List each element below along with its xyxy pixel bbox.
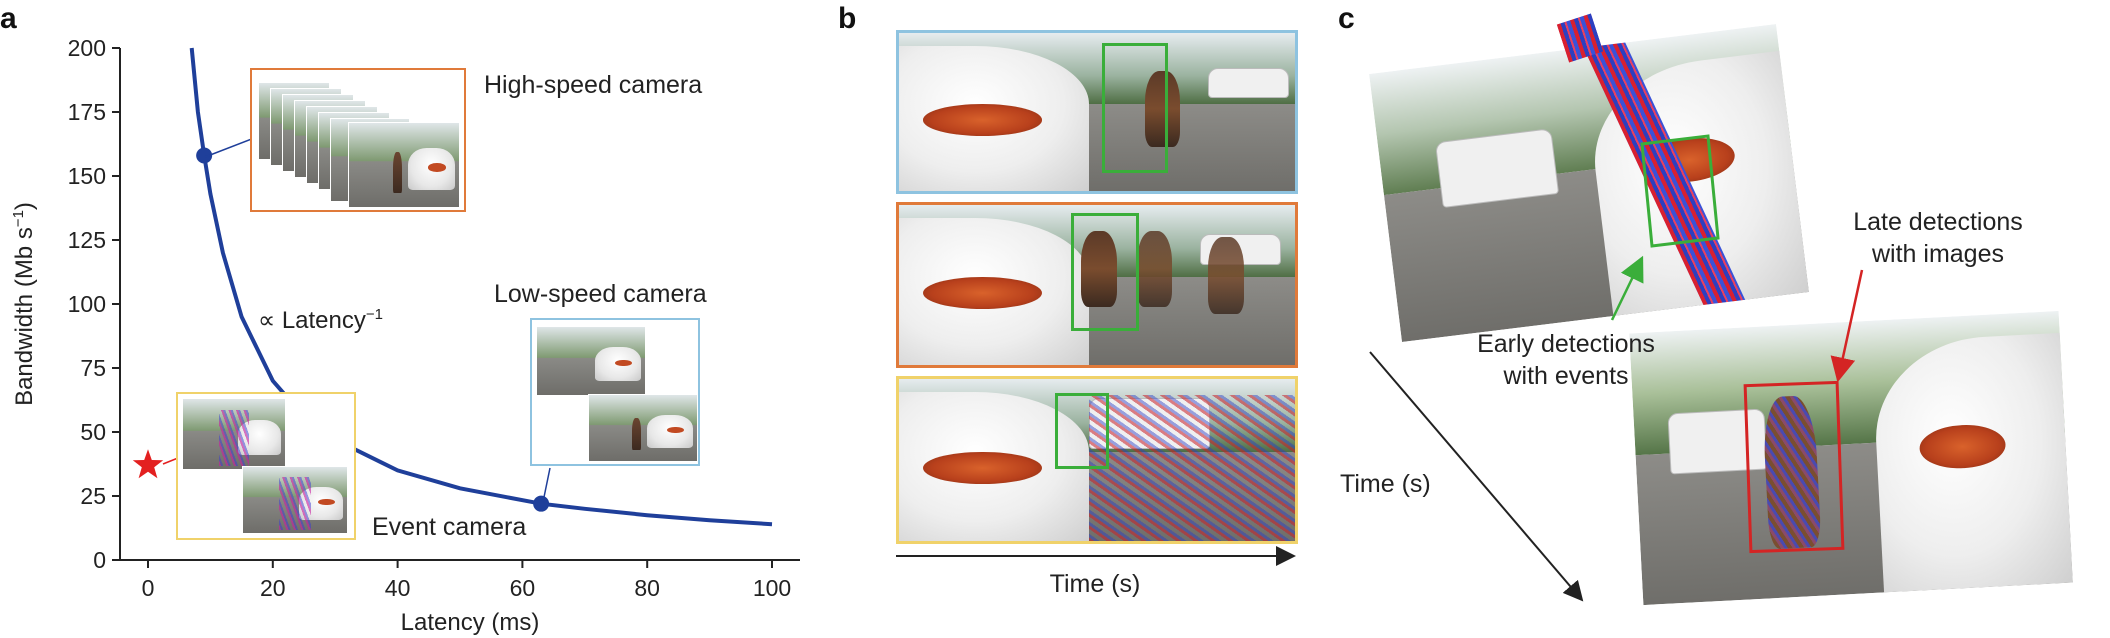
- x-tick-label: 100: [753, 575, 791, 601]
- late-pointer-arrow: [1830, 269, 1864, 383]
- y-tick-label: 75: [80, 355, 106, 381]
- data-point-marker: [196, 147, 213, 164]
- y-tick-label: 200: [68, 35, 106, 61]
- detection-box: [1071, 213, 1139, 331]
- bandwidth-latency-chart: 0 25 50 75 100 125 150 175 200 0 20 40 60 80 100 Late…: [10, 35, 800, 636]
- curve-label: ∝ Latency−1: [258, 306, 383, 334]
- frame-low-speed: [896, 30, 1298, 194]
- panel-c-overlay: Early detections with events Late detect…: [1340, 134, 2023, 602]
- x-tick-label: 20: [260, 575, 286, 601]
- early-pointer-arrow: [1610, 255, 1644, 321]
- y-tick-label: 100: [68, 291, 106, 317]
- event-camera-label: Event camera: [372, 513, 526, 541]
- low-speed-connector: [542, 467, 551, 503]
- late-detection-label-2: with images: [1871, 240, 2004, 268]
- event-frames-box: [176, 392, 356, 540]
- x-tick-label: 60: [510, 575, 536, 601]
- late-detection-box: [1743, 380, 1845, 554]
- x-tick-label: 0: [142, 575, 155, 601]
- y-axis-label-close: ): [11, 202, 38, 210]
- y-tick-label: 150: [68, 163, 106, 189]
- detection-box: [1102, 43, 1168, 173]
- detection-box: [1055, 393, 1109, 469]
- frame-high-speed: [896, 202, 1298, 368]
- early-detection-label-1: Early detections: [1477, 330, 1655, 358]
- y-axis-label-sup: −1: [10, 210, 27, 227]
- early-detection-label-2: with events: [1502, 362, 1628, 390]
- y-tick-label: 0: [93, 547, 106, 573]
- panel-label-a: a: [0, 2, 17, 35]
- low-speed-label: Low-speed camera: [494, 280, 707, 308]
- y-tick-group: 0 25 50 75 100 125 150 175 200: [68, 35, 120, 573]
- curve-label-main: ∝ Latency: [258, 307, 366, 334]
- frame-card: [348, 122, 460, 208]
- y-tick-label: 25: [80, 483, 106, 509]
- star-connector: [162, 457, 179, 465]
- panel-label-b: b: [838, 2, 857, 35]
- y-tick-label: 175: [68, 99, 106, 125]
- curve-label-sup: −1: [366, 306, 383, 323]
- frame-card: [536, 326, 646, 396]
- x-tick-label: 40: [385, 575, 411, 601]
- frame-card: [182, 398, 286, 470]
- frame-card: [242, 466, 348, 534]
- panel-b-time-axis: Time (s): [896, 546, 1296, 598]
- y-tick-label: 50: [80, 419, 106, 445]
- high-speed-frames-box: [250, 68, 466, 212]
- time-arrow: [1369, 351, 1584, 602]
- time-axis-label: Time (s): [1340, 470, 1431, 498]
- event-camera-star-marker: [132, 449, 164, 479]
- frame-card: [588, 394, 698, 462]
- high-speed-label: High-speed camera: [484, 71, 702, 99]
- x-tick-group: 0 20 40 60 80 100: [142, 560, 791, 601]
- data-point-marker: [533, 495, 550, 512]
- x-tick-label: 80: [634, 575, 660, 601]
- y-tick-label: 125: [68, 227, 106, 253]
- y-axis-label-main: Bandwidth (Mb s: [11, 227, 38, 406]
- panel-label-c: c: [1338, 2, 1355, 35]
- frame-event: [896, 376, 1298, 544]
- marker-group: [132, 147, 550, 512]
- late-detection-label-1: Late detections: [1853, 208, 2023, 236]
- early-detection-box: [1640, 134, 1720, 248]
- time-axis-label: Time (s): [1050, 570, 1141, 598]
- x-axis-label: Latency (ms): [401, 609, 540, 636]
- y-axis-label: Bandwidth (Mb s−1): [10, 202, 38, 406]
- low-speed-frames-box: [530, 318, 700, 466]
